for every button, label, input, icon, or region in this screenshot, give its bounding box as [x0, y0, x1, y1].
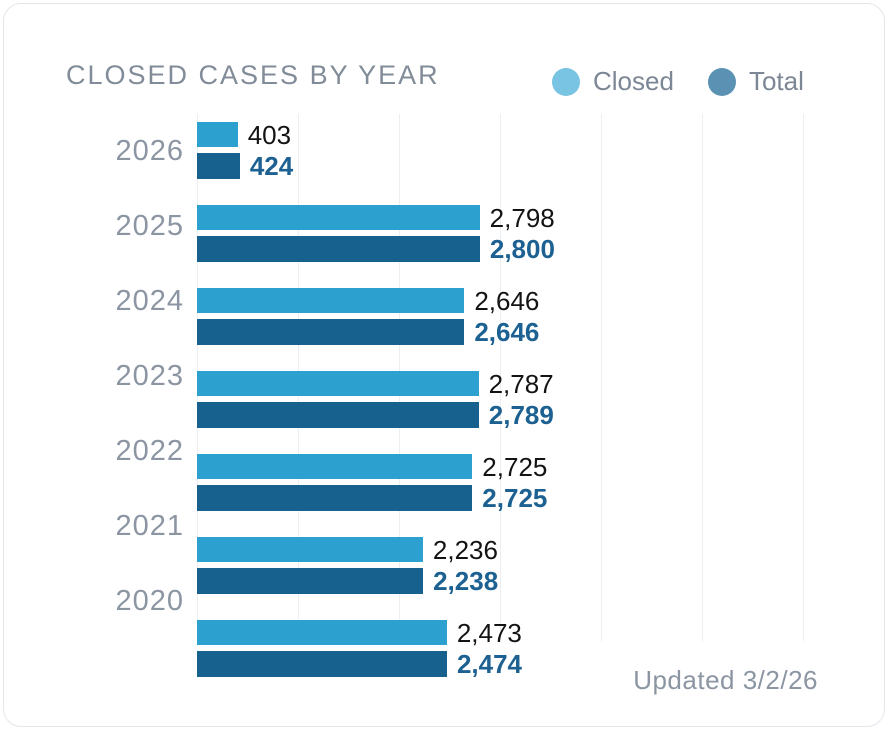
chart-title: CLOSED CASES BY YEAR: [66, 60, 440, 90]
chart-row: 2,725 2,725: [197, 451, 884, 529]
closed-value-label: 2,798: [489, 202, 555, 233]
chart-rows: 403 424 2,798 2,800 2,646 2,646 2,787: [197, 114, 884, 695]
year-label: 2021: [115, 510, 184, 542]
gridline: [601, 114, 603, 641]
legend-item-total[interactable]: Total: [707, 66, 804, 97]
chart-row: 2,236 2,238: [197, 534, 884, 612]
chart-row: 2,646 2,646: [197, 285, 884, 363]
chart-card: CLOSED CASES BY YEAR Closed Total 2026 20…: [3, 3, 885, 727]
year-labels: 2026 2025 2024 2023 2022 2021 2020: [4, 114, 184, 639]
gridline: [803, 114, 805, 641]
closed-bar[interactable]: [197, 371, 479, 396]
total-value-label: 2,646: [474, 317, 540, 347]
year-label: 2024: [115, 285, 184, 317]
total-bar[interactable]: [197, 402, 479, 428]
total-value-label: 2,238: [433, 566, 499, 596]
legend: Closed Total: [552, 66, 804, 97]
total-bar[interactable]: [197, 485, 473, 511]
legend-label-total: Total: [748, 66, 804, 96]
closed-bar[interactable]: [197, 620, 447, 645]
total-bar[interactable]: [197, 236, 480, 262]
total-value-label: 2,789: [488, 400, 554, 430]
legend-item-closed[interactable]: Closed: [552, 66, 674, 97]
closed-value-label: 2,725: [482, 451, 548, 482]
chart-row: 403 424: [197, 119, 884, 197]
closed-bar[interactable]: [197, 454, 473, 479]
year-label: 2023: [115, 360, 184, 392]
total-bar[interactable]: [197, 153, 240, 179]
total-bar[interactable]: [197, 568, 424, 594]
closed-value-label: 2,236: [432, 534, 498, 565]
chart-row: 2,787 2,789: [197, 368, 884, 446]
year-label: 2022: [115, 435, 184, 467]
year-label: 2025: [115, 210, 184, 242]
closed-bar[interactable]: [197, 205, 480, 230]
closed-value-label: 403: [247, 119, 292, 150]
closed-value-label: 2,646: [474, 285, 540, 316]
closed-bar[interactable]: [197, 288, 465, 313]
gridline: [500, 114, 502, 641]
year-label: 2026: [115, 135, 184, 167]
updated-date-label: Updated 3/2/26: [633, 665, 818, 695]
total-bar[interactable]: [197, 651, 447, 677]
total-value-label: 2,474: [456, 649, 523, 679]
legend-dot: [552, 67, 580, 96]
chart-row: 2,473 2,474: [197, 617, 884, 695]
chart-row: 2,798 2,800: [197, 202, 884, 280]
legend-label-closed: Closed: [593, 66, 674, 96]
total-bar[interactable]: [197, 319, 465, 345]
closed-value-label: 2,473: [456, 617, 522, 648]
total-value-label: 2,725: [482, 483, 548, 513]
year-label: 2020: [115, 585, 184, 617]
gridline: [702, 114, 704, 641]
closed-value-label: 2,787: [488, 368, 554, 399]
closed-bar[interactable]: [197, 122, 238, 147]
closed-bar[interactable]: [197, 537, 423, 562]
total-value-label: 424: [249, 151, 294, 181]
legend-dot: [707, 67, 736, 96]
total-value-label: 2,800: [489, 234, 555, 264]
